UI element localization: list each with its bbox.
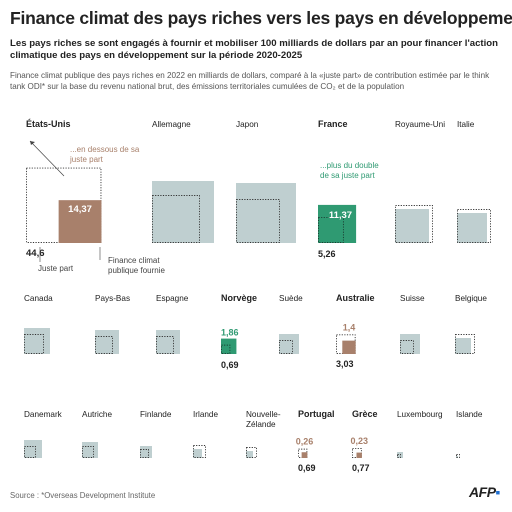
country-label-nouvelle-zelande-2: Zélande	[246, 420, 276, 429]
canada-fairshare-square	[24, 334, 44, 354]
irlande-provided-square	[193, 449, 202, 458]
grece-provided-value: 0,23	[350, 436, 368, 446]
france-provided-square	[318, 204, 357, 243]
country-label-islande: Islande	[456, 410, 483, 419]
pays-bas-provided-square	[95, 330, 119, 354]
danemark-fairshare-square	[24, 446, 36, 458]
norvege-fairshare-value: 0,69	[221, 360, 239, 370]
country-label-autriche: Autriche	[82, 410, 112, 419]
country-label-espagne: Espagne	[156, 294, 189, 303]
country-label-royaume-uni: Royaume-Uni	[395, 120, 445, 129]
italie-provided-square	[457, 213, 487, 243]
norvege-fairshare-square	[221, 344, 231, 354]
country-label-italie: Italie	[457, 120, 475, 129]
country-label-belgique: Belgique	[455, 294, 487, 303]
allemagne-fairshare-square	[152, 195, 200, 243]
country-label-etats-unis: États-Unis	[26, 119, 71, 129]
annotation-provided-line2: publique fournie	[108, 266, 165, 275]
annotation-provided-line1: Finance climat	[108, 256, 160, 265]
us-arrow-head	[30, 141, 35, 145]
country-label-pays-bas: Pays-Bas	[95, 294, 130, 303]
nouvelle-zelande-fairshare-square	[246, 447, 257, 458]
australie-provided-square	[342, 340, 356, 354]
australie-fairshare-square	[336, 334, 356, 354]
autriche-fairshare-square	[82, 446, 94, 458]
grece-provided-square	[356, 452, 362, 458]
country-label-france: France	[318, 119, 348, 129]
country-label-finlande: Finlande	[140, 410, 172, 419]
country-label-allemagne: Allemagne	[152, 120, 191, 129]
islande-provided-square	[456, 456, 458, 458]
japon-fairshare-square	[236, 199, 280, 243]
canada-provided-square	[24, 328, 50, 354]
islande-fairshare-square	[456, 454, 460, 458]
espagne-provided-square	[156, 330, 180, 354]
belgique-provided-square	[455, 338, 471, 354]
danemark-provided-square	[24, 440, 42, 458]
country-label-australie: Australie	[336, 293, 375, 303]
annotation-below-line1: ...en dessous de sa	[70, 145, 140, 154]
norvege-provided-square	[221, 338, 237, 354]
belgique-fairshare-square	[455, 334, 475, 354]
norvege-provided-value: 1,86	[221, 328, 239, 338]
etats-unis-fairshare-value: 44,6	[26, 248, 45, 259]
country-label-portugal: Portugal	[298, 409, 335, 419]
australie-fairshare-value: 3,03	[336, 359, 354, 369]
country-label-canada: Canada	[24, 294, 53, 303]
afp-logo: AFP▪	[469, 484, 501, 500]
grece-fairshare-value: 0,77	[352, 463, 370, 473]
country-label-suisse: Suisse	[400, 294, 425, 303]
autriche-provided-square	[82, 442, 98, 458]
france-fairshare-square	[318, 217, 344, 243]
france-fairshare-value: 5,26	[318, 249, 336, 259]
annotation-fair-share-label: Juste part	[38, 264, 74, 273]
finlande-provided-square	[140, 446, 152, 458]
italie-fairshare-square	[457, 209, 491, 243]
country-label-suede: Suède	[279, 294, 303, 303]
chart-title: Finance climat des pays riches vers les …	[10, 8, 512, 28]
suede-provided-square	[279, 334, 299, 354]
japon-provided-square	[236, 183, 296, 243]
annotation-above-line2: de sa juste part	[320, 171, 375, 180]
allemagne-provided-square	[152, 181, 214, 243]
nouvelle-zelande-provided-square	[246, 451, 253, 458]
australie-provided-value: 1,4	[343, 322, 356, 332]
luxembourg-fairshare-square	[397, 454, 401, 458]
chart-subtitle: Les pays riches se sont engagés à fourni…	[10, 38, 498, 61]
country-label-irlande: Irlande	[193, 410, 218, 419]
country-label-japon: Japon	[236, 120, 259, 129]
etats-unis-provided-value: 14,37	[68, 204, 92, 215]
portugal-provided-value: 0,26	[296, 437, 314, 447]
france-provided-value: 11,37	[329, 210, 352, 221]
royaume-uni-provided-square	[395, 209, 429, 243]
source-note: Source : *Overseas Development Institute	[10, 491, 156, 500]
country-label-danemark: Danemark	[24, 410, 63, 419]
chart-description: Finance climat publique des pays riches …	[10, 71, 490, 91]
country-label-grece: Grèce	[352, 409, 378, 419]
irlande-fairshare-square	[193, 445, 206, 458]
annotation-below-line2: juste part	[69, 155, 104, 164]
country-label-luxembourg: Luxembourg	[397, 410, 443, 419]
etats-unis-provided-square	[58, 200, 102, 243]
royaume-uni-fairshare-square	[395, 205, 433, 243]
portugal-fairshare-value: 0,69	[298, 463, 316, 473]
annotation-above-line1: ...plus du double	[320, 161, 379, 170]
portugal-provided-square	[301, 452, 308, 458]
country-label-nouvelle-zelande: Nouvelle-	[246, 410, 281, 419]
us-arrow-line	[29, 140, 65, 177]
espagne-fairshare-square	[156, 336, 174, 354]
suisse-provided-square	[400, 334, 420, 354]
etats-unis-fairshare-square	[26, 167, 102, 243]
country-label-norvege: Norvège	[221, 293, 257, 303]
pays-bas-fairshare-square	[95, 336, 113, 354]
luxembourg-provided-square	[397, 452, 403, 458]
